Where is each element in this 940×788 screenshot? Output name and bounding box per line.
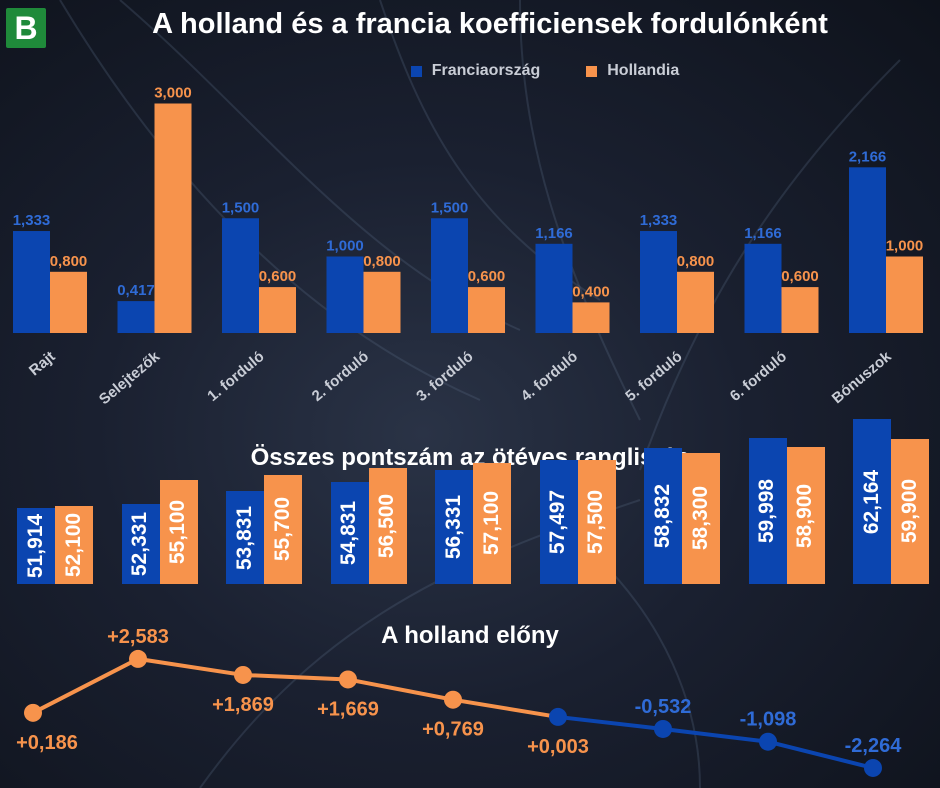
total-label-france-7: 59,998	[755, 478, 779, 544]
bar-netherlands-1	[154, 103, 192, 333]
total-label-netherlands-3: 56,500	[375, 493, 399, 559]
label-netherlands-0: 0,800	[50, 253, 88, 270]
total-bar-netherlands-2: 55,700	[264, 474, 302, 584]
label-netherlands-3: 0,800	[363, 253, 401, 270]
bar-france-7	[744, 243, 782, 333]
category-label-3: 2. forduló	[309, 348, 372, 405]
bar-france-8	[849, 167, 886, 333]
category-label-6: 5. forduló	[622, 348, 685, 405]
label-netherlands-6: 0,800	[677, 253, 715, 270]
label-netherlands-5: 0,400	[572, 283, 610, 300]
total-label-france-2: 53,831	[233, 505, 257, 570]
bar-france-4	[431, 218, 468, 333]
total-bar-netherlands-8: 59,900	[891, 438, 929, 584]
bar-france-3	[326, 256, 364, 333]
legend-swatch-france	[410, 65, 422, 77]
total-label-france-8: 62,164	[860, 469, 884, 534]
legend-item-netherlands: Hollandia	[586, 60, 679, 82]
bar-netherlands-6	[677, 271, 714, 333]
bar-france-1	[117, 301, 155, 333]
category-label-1: Selejtezők	[96, 348, 164, 409]
brand-logo-letter: B	[14, 10, 38, 46]
totals-section-title: Összes pontszám az ötéves ranglistán	[250, 444, 690, 471]
lead-section-title: A holland előny	[381, 622, 559, 649]
label-france-6: 1,333	[640, 212, 678, 229]
bar-france-2	[222, 218, 259, 333]
total-label-netherlands-6: 58,300	[689, 486, 713, 551]
label-netherlands-8: 1,000	[886, 238, 924, 255]
bar-france-6	[640, 231, 677, 333]
total-label-netherlands-8: 59,900	[898, 479, 922, 544]
legend-swatch-netherlands	[586, 65, 598, 77]
total-label-netherlands-5: 57,500	[584, 489, 608, 554]
total-bar-netherlands-6: 58,300	[682, 452, 720, 584]
bar-netherlands-4	[468, 287, 505, 333]
total-bar-netherlands-3: 56,500	[368, 468, 407, 584]
total-label-netherlands-2: 55,700	[271, 497, 295, 562]
round-coefficient-chart: 1,333 0,800 Rajt 0,417 3,000 Selejtezők 1,500 0…	[13, 85, 924, 409]
total-label-netherlands-0: 52,100	[62, 512, 86, 578]
total-label-netherlands-7: 58,900	[793, 483, 817, 548]
bar-netherlands-0	[50, 271, 87, 333]
legend-label-netherlands: Hollandia	[607, 62, 680, 79]
legend-item-france: Franciaország	[410, 60, 541, 82]
bar-france-5	[535, 243, 573, 333]
label-france-3: 1,000	[326, 238, 364, 255]
total-label-netherlands-1: 55,100	[166, 499, 190, 565]
total-label-france-1: 52,331	[128, 511, 152, 577]
total-label-france-5: 57,497	[546, 489, 570, 554]
label-france-1: 0,417	[117, 282, 155, 299]
total-bar-france-4: 56,331	[435, 469, 473, 584]
total-bar-netherlands-1: 55,100	[159, 480, 198, 584]
label-france-7: 1,166	[744, 225, 782, 242]
label-netherlands-1: 3,000	[154, 85, 192, 102]
total-bar-netherlands-4: 57,100	[473, 462, 511, 584]
total-bar-netherlands-5: 57,500	[577, 459, 616, 584]
total-bar-france-6: 58,832	[644, 448, 682, 584]
total-bar-france-7: 59,998	[748, 438, 787, 584]
legend-label-france: Franciaország	[431, 62, 541, 79]
total-label-france-6: 58,832	[651, 483, 675, 549]
bar-netherlands-2	[259, 287, 296, 333]
bar-netherlands-7	[781, 287, 819, 333]
category-label-7: 6. forduló	[727, 348, 790, 405]
total-bar-france-0: 51,914	[17, 507, 55, 584]
total-bar-france-8: 62,164	[853, 419, 891, 584]
total-score-chart: 51,914 52,100 52,331 55,100 53,831 55,700 54,8…	[0, 419, 940, 610]
total-label-netherlands-4: 57,100	[480, 491, 504, 556]
label-france-2: 1,500	[222, 199, 260, 216]
total-bar-france-3: 54,831	[330, 482, 369, 584]
total-label-france-0: 51,914	[24, 513, 48, 578]
category-label-5: 4. forduló	[518, 348, 581, 405]
category-label-0: Rajt	[26, 348, 59, 379]
bar-france-0	[13, 231, 50, 333]
total-label-france-3: 54,831	[337, 501, 361, 566]
total-bar-france-5: 57,497	[539, 459, 578, 584]
total-bar-france-2: 53,831	[226, 491, 264, 584]
bar-netherlands-5	[572, 302, 610, 333]
category-label-4: 3. forduló	[413, 348, 476, 405]
page-title: A holland és a francia koefficiensek for…	[152, 8, 828, 40]
label-france-5: 1,166	[535, 225, 573, 242]
label-netherlands-7: 0,600	[781, 268, 819, 285]
bar-netherlands-3	[363, 271, 401, 333]
brand-logo: B	[6, 8, 46, 48]
label-netherlands-2: 0,600	[259, 268, 297, 285]
label-france-4: 1,500	[431, 199, 469, 216]
label-france-8: 2,166	[849, 148, 887, 165]
total-bar-france-1: 52,331	[121, 503, 160, 584]
total-bar-netherlands-0: 52,100	[55, 505, 93, 584]
total-label-france-4: 56,331	[442, 494, 466, 559]
category-label-2: 1. forduló	[204, 348, 267, 405]
chart-legend: Franciaország Hollandia	[0, 60, 940, 82]
bar-netherlands-8	[886, 256, 923, 333]
label-france-0: 1,333	[13, 212, 51, 229]
category-label-8: Bónuszok	[829, 348, 895, 408]
label-netherlands-4: 0,600	[468, 268, 506, 285]
total-bar-netherlands-7: 58,900	[786, 447, 825, 584]
